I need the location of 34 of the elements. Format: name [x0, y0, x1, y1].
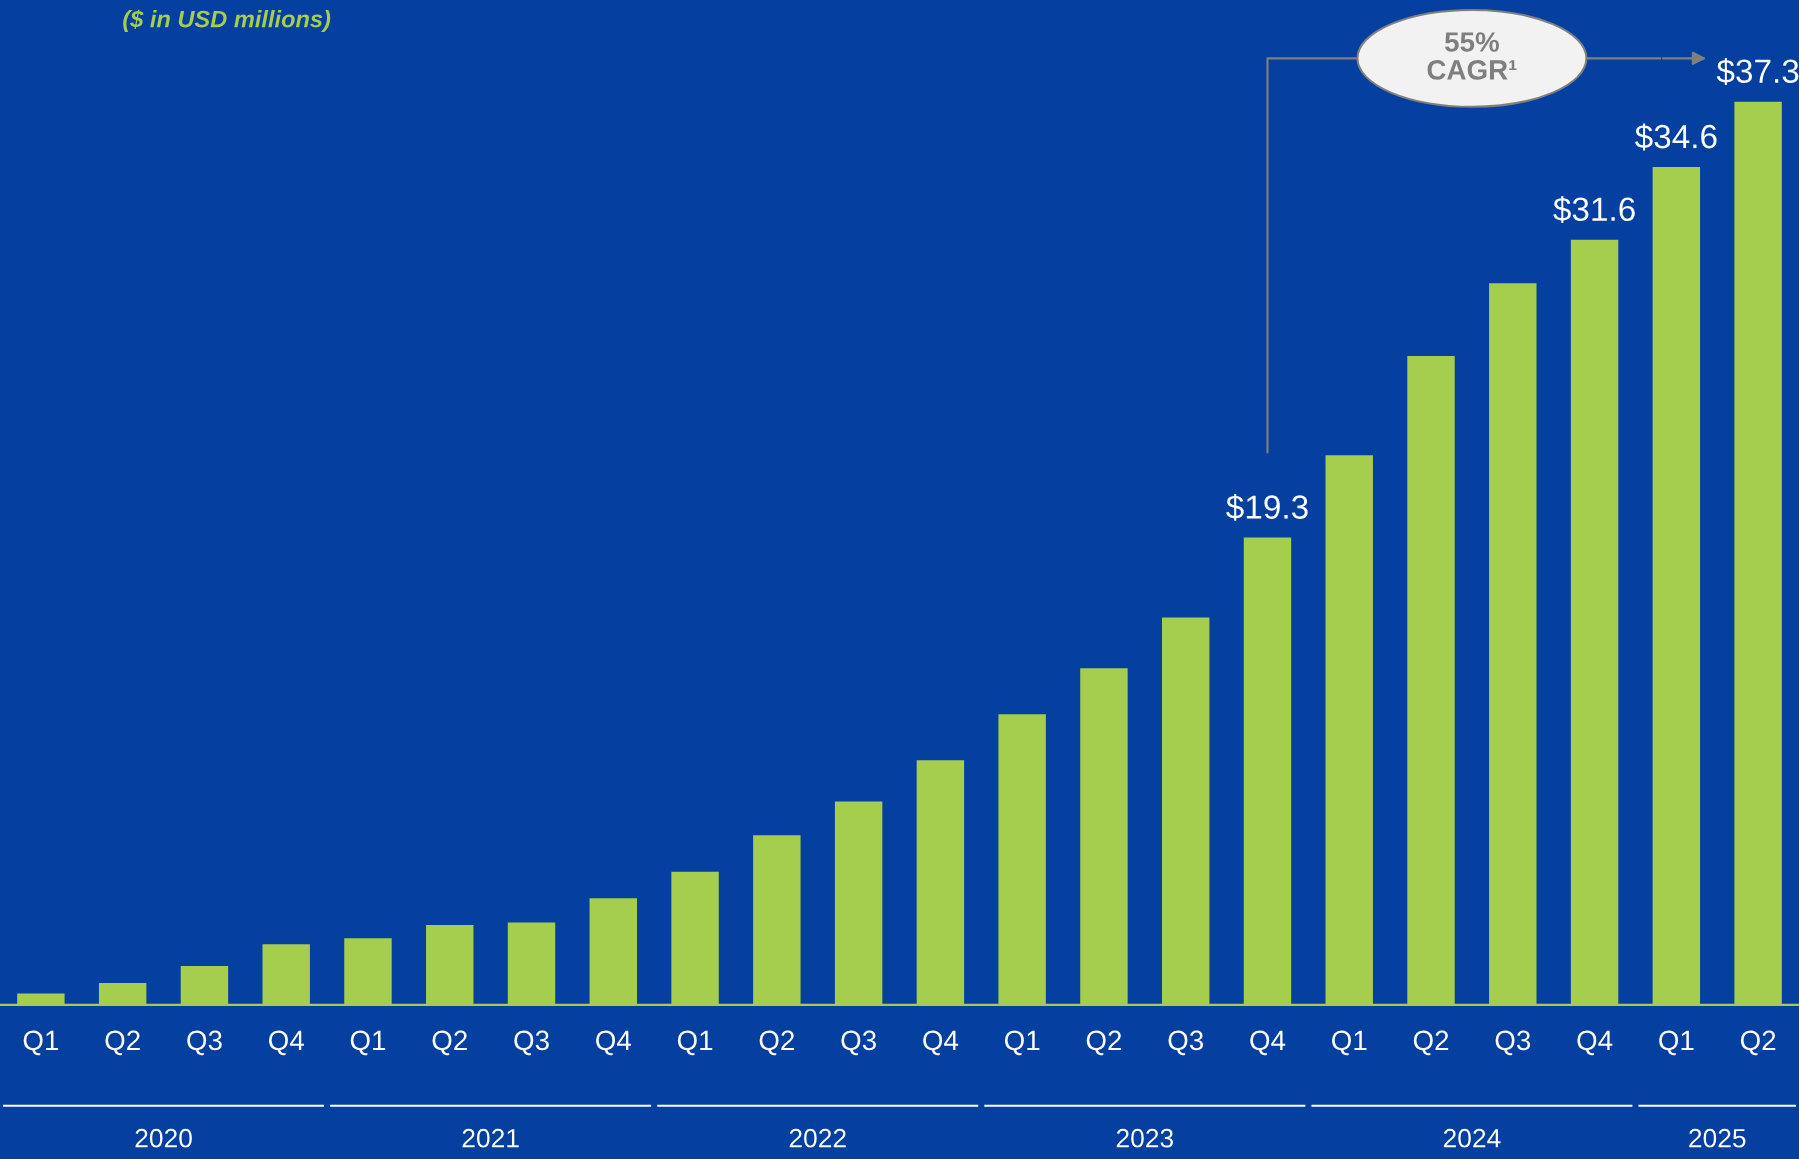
x-tick-label: Q2	[1740, 1030, 1776, 1056]
x-tick-label: Q2	[105, 1030, 140, 1056]
x-tick-label: Q3	[514, 1030, 549, 1056]
data-label: $37.3	[1716, 58, 1799, 86]
x-tick-label: Q2	[759, 1030, 794, 1056]
x-tick-label: Q1	[1659, 1030, 1694, 1056]
x-tick-label: Q2	[1086, 1030, 1122, 1056]
text: 2022	[789, 1128, 846, 1148]
chart-subtitle: ($ in USD millions)	[123, 9, 331, 33]
x-tick-label: Q1	[350, 1030, 386, 1056]
text: 2023	[1116, 1128, 1174, 1148]
x-tick-label: Q3	[1168, 1030, 1204, 1056]
x-tick-label: Q2	[1413, 1030, 1449, 1056]
x-tick-label: Q1	[1332, 1030, 1367, 1056]
text: 2024	[1443, 1128, 1501, 1148]
data-label: $34.6	[1635, 123, 1717, 151]
x-tick-label: Q3	[187, 1030, 222, 1056]
data-label: $31.6	[1553, 196, 1635, 224]
text: 2020	[135, 1128, 192, 1148]
x-tick-label: Q3	[1495, 1030, 1531, 1056]
text: 2021	[462, 1128, 519, 1148]
x-tick-label: Q4	[1250, 1030, 1286, 1056]
x-tick-label: Q4	[268, 1030, 304, 1056]
x-tick-label: Q3	[841, 1030, 876, 1056]
x-tick-label: Q1	[1004, 1030, 1040, 1056]
x-tick-label: Q4	[923, 1030, 959, 1056]
data-label: $19.3	[1226, 493, 1308, 521]
annotation: 55% CAGR¹	[1427, 32, 1517, 80]
x-tick-label: Q1	[677, 1030, 713, 1056]
x-tick-label: Q1	[23, 1030, 59, 1056]
x-tick-label: Q4	[1577, 1030, 1613, 1056]
x-tick-label: Q4	[596, 1030, 632, 1056]
x-tick-label: Q2	[432, 1030, 467, 1056]
text: 2025	[1689, 1128, 1746, 1148]
